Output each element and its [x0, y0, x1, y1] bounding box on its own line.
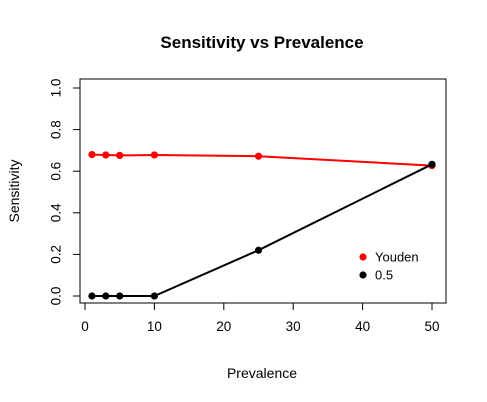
- x-tick-label: 50: [424, 319, 439, 334]
- y-tick-label: 0.8: [49, 120, 64, 139]
- legend-label: Youden: [375, 250, 419, 265]
- y-tick-label: 0.6: [49, 162, 64, 181]
- x-tick-label: 30: [286, 319, 301, 334]
- data-point: [88, 292, 96, 300]
- x-tick-label: 10: [147, 319, 162, 334]
- y-tick-label: 0.2: [49, 245, 64, 264]
- y-tick-label: 0.4: [49, 203, 64, 222]
- legend-marker: [359, 271, 367, 279]
- data-point: [254, 246, 263, 254]
- data-point: [102, 151, 110, 159]
- chart-title: Sensitivity vs Prevalence: [160, 33, 363, 52]
- x-tick-label: 40: [355, 319, 370, 334]
- data-point: [116, 292, 124, 300]
- data-point: [150, 292, 158, 300]
- series-layer: [88, 150, 436, 300]
- data-point: [102, 292, 110, 300]
- data-point: [150, 151, 158, 159]
- x-tick-label: 20: [216, 319, 231, 334]
- x-axis-label: Prevalence: [227, 365, 297, 381]
- legend-label: 0.5: [375, 268, 393, 283]
- data-point: [254, 152, 263, 160]
- data-point: [428, 160, 436, 168]
- legend-marker: [359, 253, 367, 261]
- axes: 0 10 20 30 40 50 0.0 0.2 0.4 0.6 0.8 1.0: [49, 79, 440, 334]
- y-axis-label: Sensitivity: [6, 159, 22, 222]
- data-point: [116, 151, 124, 159]
- legend: Youden 0.5: [359, 250, 419, 283]
- y-tick-label: 1.0: [49, 79, 64, 98]
- y-tick-label: 0.0: [49, 287, 64, 306]
- x-tick-label: 0: [81, 319, 89, 334]
- data-point: [88, 150, 96, 159]
